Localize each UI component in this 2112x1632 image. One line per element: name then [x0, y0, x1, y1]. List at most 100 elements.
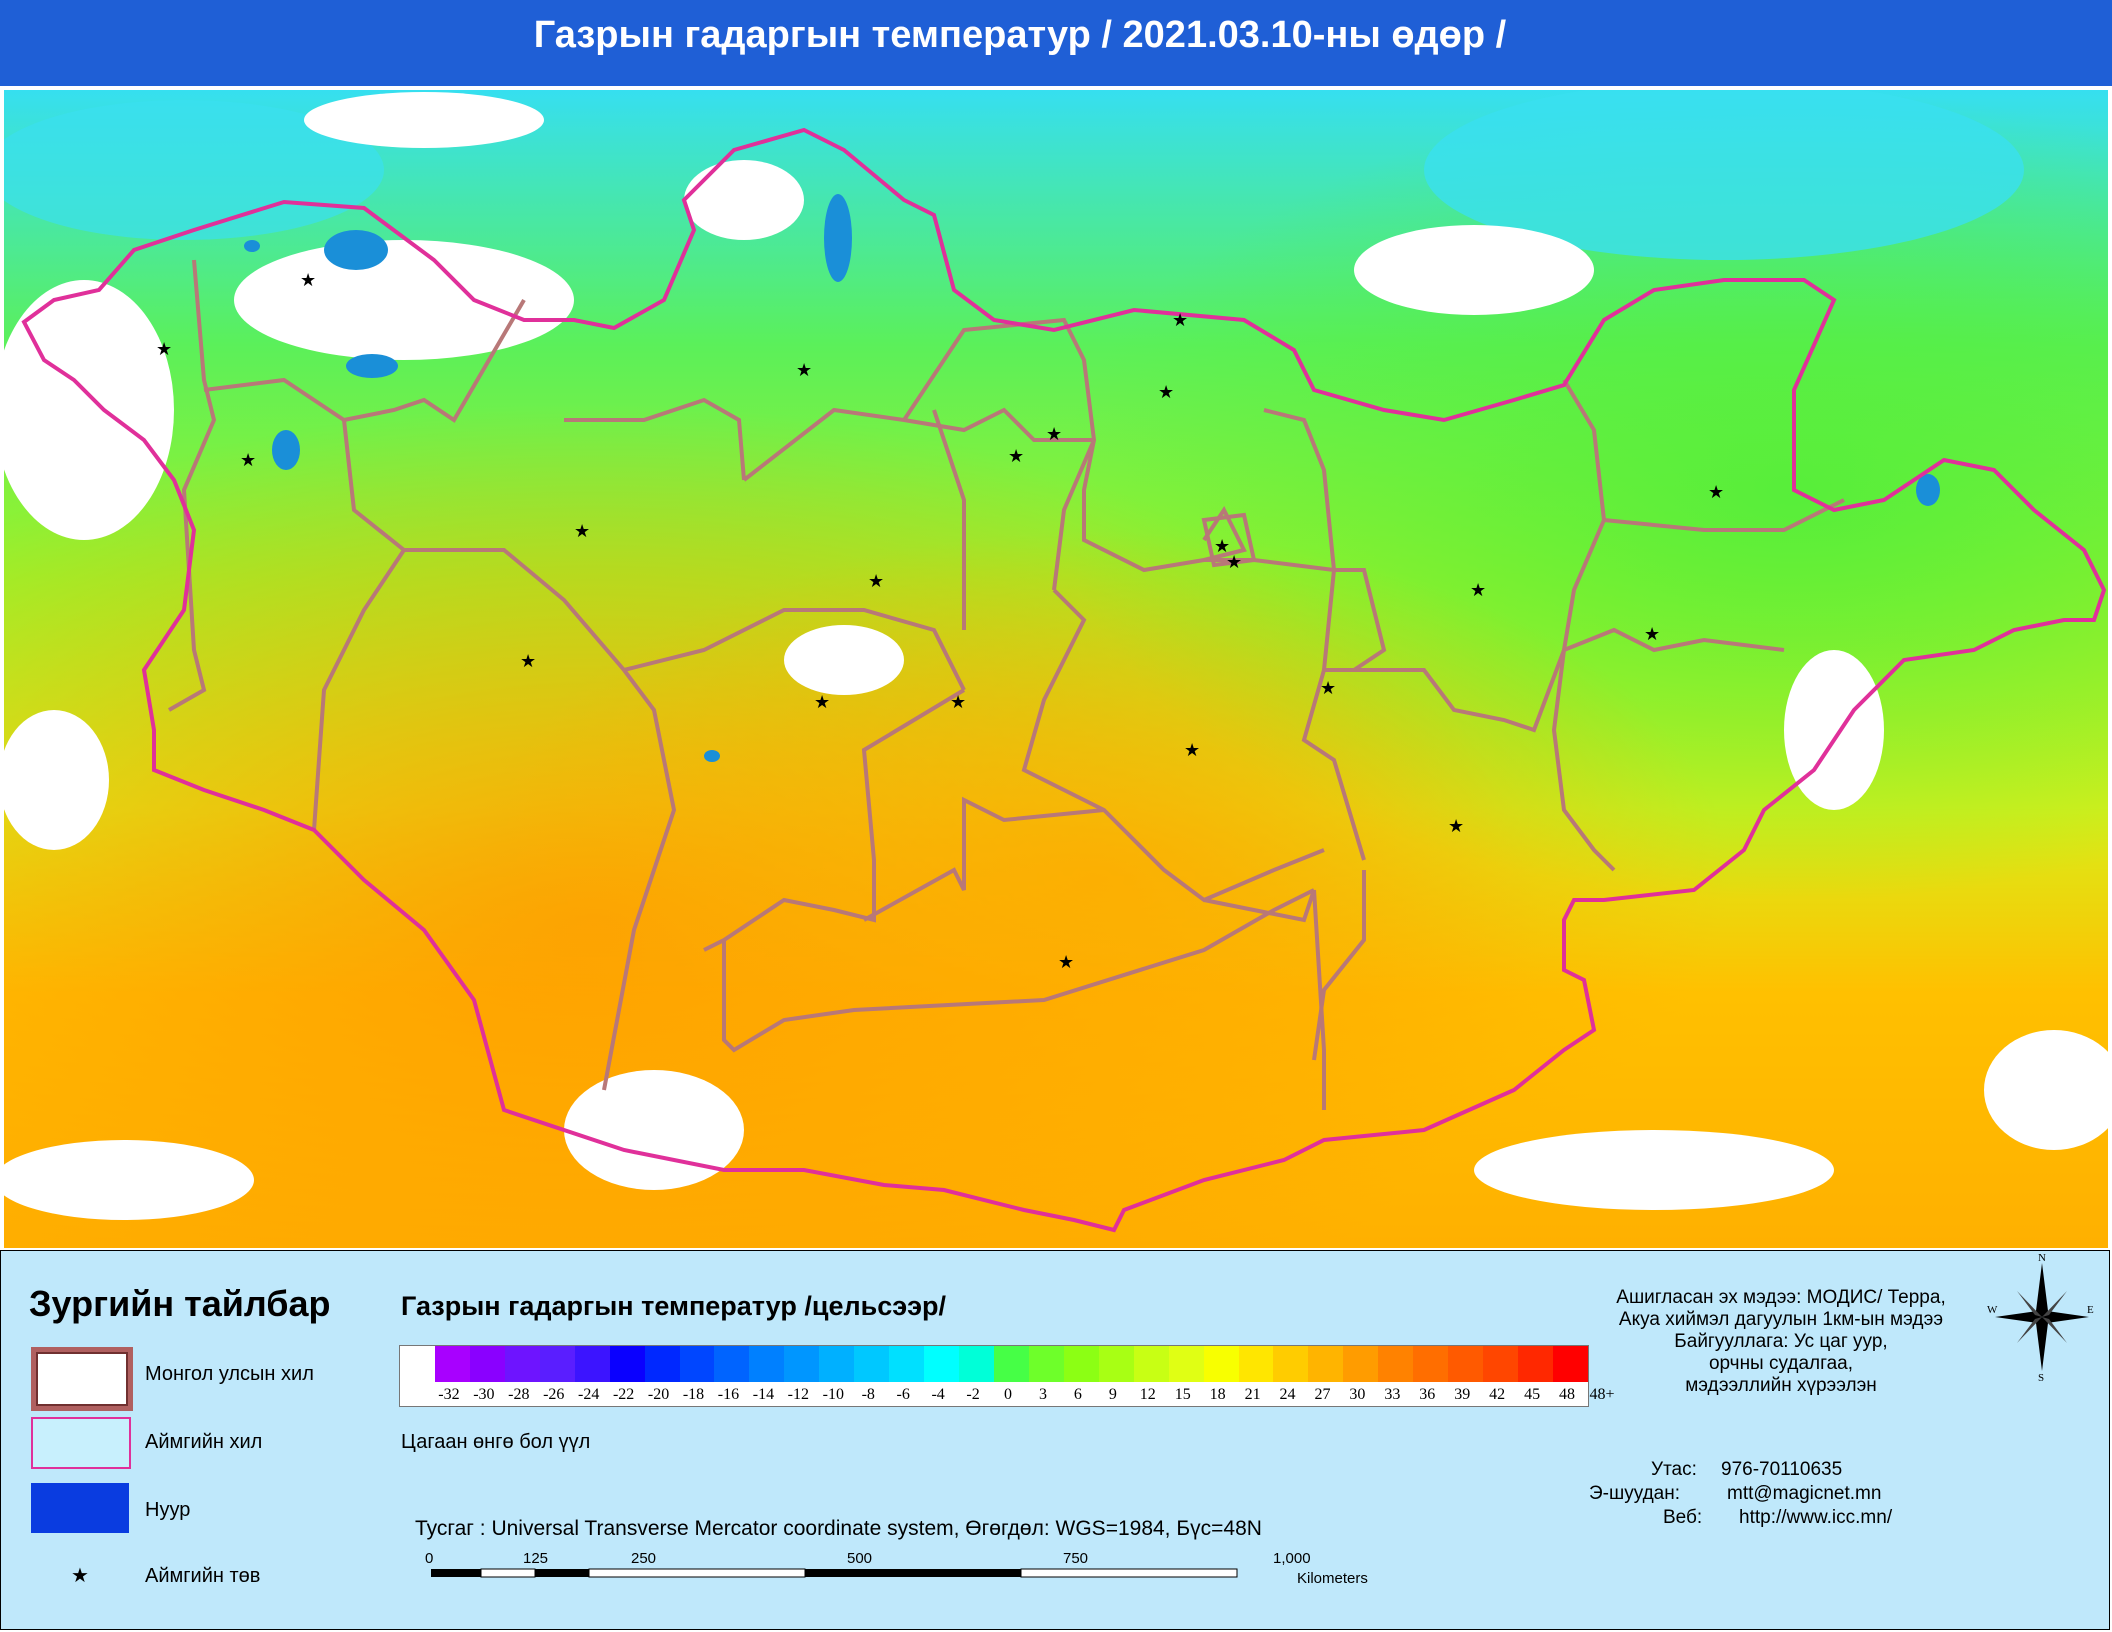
star-icon: ★: [1226, 552, 1242, 572]
colorbar-swatch: [1273, 1346, 1309, 1382]
colorbar-swatch: [644, 1346, 680, 1382]
star-icon: ★: [814, 692, 830, 712]
compass-w: W: [1987, 1304, 1998, 1316]
legend-item-province-border: Аймгийн хил: [145, 1431, 263, 1453]
credits-block: Ашигласан эх мэдээ: МОДИС/ Терра, Акуа х…: [1561, 1287, 2001, 1397]
scalebar-seg-6: [1020, 1568, 1238, 1578]
colorbar-swatch: [959, 1346, 994, 1382]
temperature-map: ★ ★ ★ ★ ★ ★ ★ ★ ★ ★ ★ ★ ★ ★ ★ ★ ★ ★ ★ ★ …: [4, 90, 2108, 1248]
colorbar-swatch: [889, 1346, 925, 1382]
colorbar-swatch: [434, 1346, 470, 1382]
lake-khyargas: [346, 354, 398, 378]
cloud-north-2: [684, 160, 804, 240]
colorbar-swatch: [1518, 1346, 1553, 1382]
lake-khuvsgul: [824, 194, 852, 282]
projection-text: Тусгаг : Universal Transverse Mercator c…: [415, 1517, 1262, 1540]
province-border-west-4: [404, 548, 626, 672]
contact-email-value[interactable]: mtt@magicnet.mn: [1727, 1483, 1882, 1504]
compass-north-point: [2036, 1263, 2048, 1317]
colorbar-swatch: [924, 1346, 959, 1382]
cloud-s-3: [4, 1140, 254, 1220]
colorbar-tick-label: 27: [1314, 1386, 1331, 1403]
colorbar-swatch: [1308, 1346, 1344, 1382]
lake-swatch: [31, 1483, 129, 1533]
colorbar-swatch: [1238, 1346, 1274, 1382]
scalebar-label: 750: [1063, 1550, 1088, 1567]
cloud-s-2: [1474, 1130, 1834, 1210]
colorbar-swatch: [749, 1346, 785, 1382]
colorbar-title: Газрын гадаргын температур /цельсээр/: [401, 1291, 947, 1321]
lake-orog: [704, 750, 720, 762]
colorbar-tick-label: -20: [647, 1386, 670, 1403]
colorbar-tick-label: 15: [1174, 1386, 1191, 1403]
star-icon: ★: [1008, 446, 1024, 466]
province-border-central-1: [564, 397, 746, 481]
cloud-nw: [4, 280, 174, 540]
cloud-se: [1984, 1030, 2108, 1150]
province-border-central-4: [742, 407, 1094, 482]
contact-web-value[interactable]: http://www.icc.mn/: [1739, 1507, 1893, 1528]
colorbar-swatch: [1133, 1346, 1169, 1382]
scalebar-label: 0: [425, 1550, 433, 1567]
scalebar-seg-1: [431, 1569, 481, 1577]
province-border-south-1: [722, 888, 1315, 1053]
star-icon: ★: [1184, 740, 1200, 760]
colorbar-tick-label: -24: [578, 1386, 600, 1403]
star-icon: ★: [1214, 536, 1230, 556]
scalebar-label: 1,000: [1273, 1550, 1311, 1567]
province-border-west-2: [203, 298, 526, 423]
star-icon: ★: [1158, 382, 1174, 402]
star-icon: ★: [574, 521, 590, 541]
star-icon: ★: [1320, 678, 1336, 698]
province-border-central-2: [602, 668, 677, 1091]
colorbar-tick-label: 3: [1038, 1386, 1047, 1403]
star-icon: ★: [520, 651, 536, 671]
scalebar-seg-4: [588, 1568, 806, 1578]
province-border-ulaanbaatar: [1201, 512, 1257, 568]
colorbar-tick-label: 18: [1209, 1386, 1226, 1403]
compass-diag: [2017, 1317, 2042, 1343]
colorbar-tick-label: -10: [822, 1386, 844, 1403]
colorbar-tick-label: -2: [966, 1386, 980, 1403]
contact-phone-label: Утас:: [1651, 1459, 1697, 1480]
colorbar-swatch: [400, 1346, 435, 1382]
credit-line: Акуа хиймэл дагуулын 1км-ын мэдээ: [1618, 1309, 1944, 1330]
colorbar-tick-label: -8: [861, 1386, 875, 1403]
province-border-west-3: [312, 419, 407, 831]
colorbar-swatch: [1028, 1346, 1064, 1382]
colorbar-swatch: [1098, 1346, 1134, 1382]
lake-uvs: [324, 230, 388, 270]
star-icon: ★: [240, 450, 256, 470]
cloud-w-1: [4, 710, 109, 850]
compass-diag: [2042, 1317, 2067, 1343]
credit-line: Байгууллага: Ус цаг уур,: [1674, 1331, 1888, 1352]
colorbar-swatch: [1203, 1346, 1239, 1382]
header-bar: Газрын гадаргын температур / 2021.03.10-…: [0, 0, 2112, 86]
colorbar-tick-label: -6: [896, 1386, 910, 1403]
colorbar-tick-label: 42: [1489, 1386, 1506, 1403]
province-border-east-7: [1312, 870, 1366, 1061]
province-border-central-10: [863, 796, 1105, 922]
star-icon: ★: [1058, 952, 1074, 972]
star-icon: ★: [1172, 310, 1188, 330]
colorbar-swatch: [714, 1346, 750, 1382]
colorbar-tick-label: 9: [1108, 1386, 1117, 1403]
credit-line: орчны судалгаа,: [1708, 1353, 1854, 1374]
star-icon: ★: [796, 360, 812, 380]
compass-east-point: [2042, 1311, 2089, 1323]
colorbar-tick-label: -28: [508, 1386, 530, 1403]
colorbar: -32 -30 -28 -26 -24 -22 -20 -18 -16 -14 -12 -10 -8 -6…: [399, 1345, 1615, 1407]
province-border-east-2: [1202, 506, 1247, 562]
colorbar-tick-label: -4: [931, 1386, 945, 1403]
colorbar-swatch: [504, 1346, 540, 1382]
star-icon: ★: [71, 1565, 89, 1587]
compass-n: N: [2038, 1252, 2046, 1264]
colorbar-swatch: [609, 1346, 645, 1382]
cloud-north-1: [234, 240, 574, 360]
colorbar-tick-label: 24: [1279, 1386, 1296, 1403]
colorbar-swatches: [400, 1346, 1588, 1382]
contact-phone-value: 976-70110635: [1721, 1459, 1843, 1480]
country-border-swatch: [31, 1347, 133, 1411]
cloud-s-1: [564, 1070, 744, 1190]
colorbar-swatch: [993, 1346, 1029, 1382]
